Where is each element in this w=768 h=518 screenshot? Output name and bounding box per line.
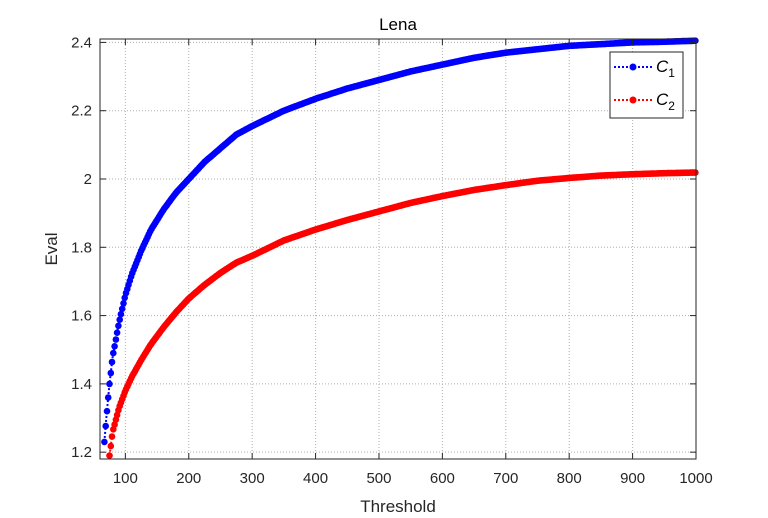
data-point-c2	[108, 433, 116, 440]
data-point-c2	[106, 452, 113, 459]
y-tick-label: 1.6	[71, 308, 92, 325]
data-point-c1	[116, 316, 123, 324]
data-point-c1	[112, 336, 120, 343]
x-tick-label: 900	[620, 470, 645, 487]
legend-label-c1-subscript: 1	[668, 66, 675, 80]
legend: C1 C2	[609, 51, 684, 119]
series-layer	[101, 37, 699, 459]
data-point-c1	[106, 380, 113, 388]
x-tick-label: 100	[113, 470, 138, 487]
data-point-c1	[111, 343, 118, 350]
data-point-c1	[110, 349, 117, 357]
legend-label-c2: C2	[656, 90, 675, 113]
legend-marker-c1	[629, 63, 637, 71]
data-point-c2	[107, 442, 115, 450]
x-tick-label: 400	[303, 470, 328, 487]
data-point-c1	[107, 369, 115, 377]
chart-title: Lena	[379, 15, 417, 34]
plot-area	[100, 39, 696, 459]
legend-label-c1: C1	[656, 57, 675, 80]
ticks: 100 200 300 400 500 600 700 800 900 1000 1.2 1.4 1.6…	[71, 34, 713, 487]
y-tick-label: 2.2	[71, 103, 92, 120]
legend-label-c2-name: C	[656, 90, 669, 109]
data-point-c1	[118, 305, 126, 313]
grid	[100, 39, 697, 459]
data-point-c1	[108, 358, 116, 366]
y-tick-label: 2	[84, 171, 92, 188]
x-tick-label: 800	[557, 470, 582, 487]
x-tick-label: 600	[430, 470, 455, 487]
data-point-c1	[103, 407, 111, 415]
legend-label-c1-name: C	[656, 57, 669, 76]
x-tick-label: 500	[366, 470, 391, 487]
legend-label-c2-subscript: 2	[668, 99, 675, 113]
data-point-c1	[104, 394, 112, 401]
legend-entry-c2: C2	[614, 90, 675, 113]
x-tick-label: 1000	[679, 470, 712, 487]
y-axis-label: Eval	[42, 232, 61, 265]
legend-entry-c1: C1	[614, 57, 675, 80]
x-axis-label: Threshold	[360, 497, 436, 516]
data-point-c1	[120, 300, 127, 307]
data-point-c1	[115, 322, 122, 330]
legend-box	[609, 51, 684, 119]
data-point-c1	[102, 422, 109, 430]
x-tick-label: 200	[176, 470, 201, 487]
data-point-c1	[692, 37, 699, 44]
series-c2	[106, 169, 699, 459]
axes-box	[99, 38, 697, 460]
legend-marker-c2	[629, 96, 637, 104]
x-tick-label: 700	[493, 470, 518, 487]
y-tick-label: 1.2	[71, 444, 92, 461]
data-point-c1	[113, 329, 121, 337]
x-tick-label: 300	[240, 470, 265, 487]
data-point-c1	[117, 310, 125, 318]
series-c1	[101, 37, 699, 446]
data-point-c1	[101, 438, 108, 446]
data-point-c2	[692, 169, 699, 176]
y-tick-label: 1.4	[71, 376, 92, 393]
y-tick-label: 2.4	[71, 34, 92, 51]
y-tick-label: 1.8	[71, 239, 92, 256]
